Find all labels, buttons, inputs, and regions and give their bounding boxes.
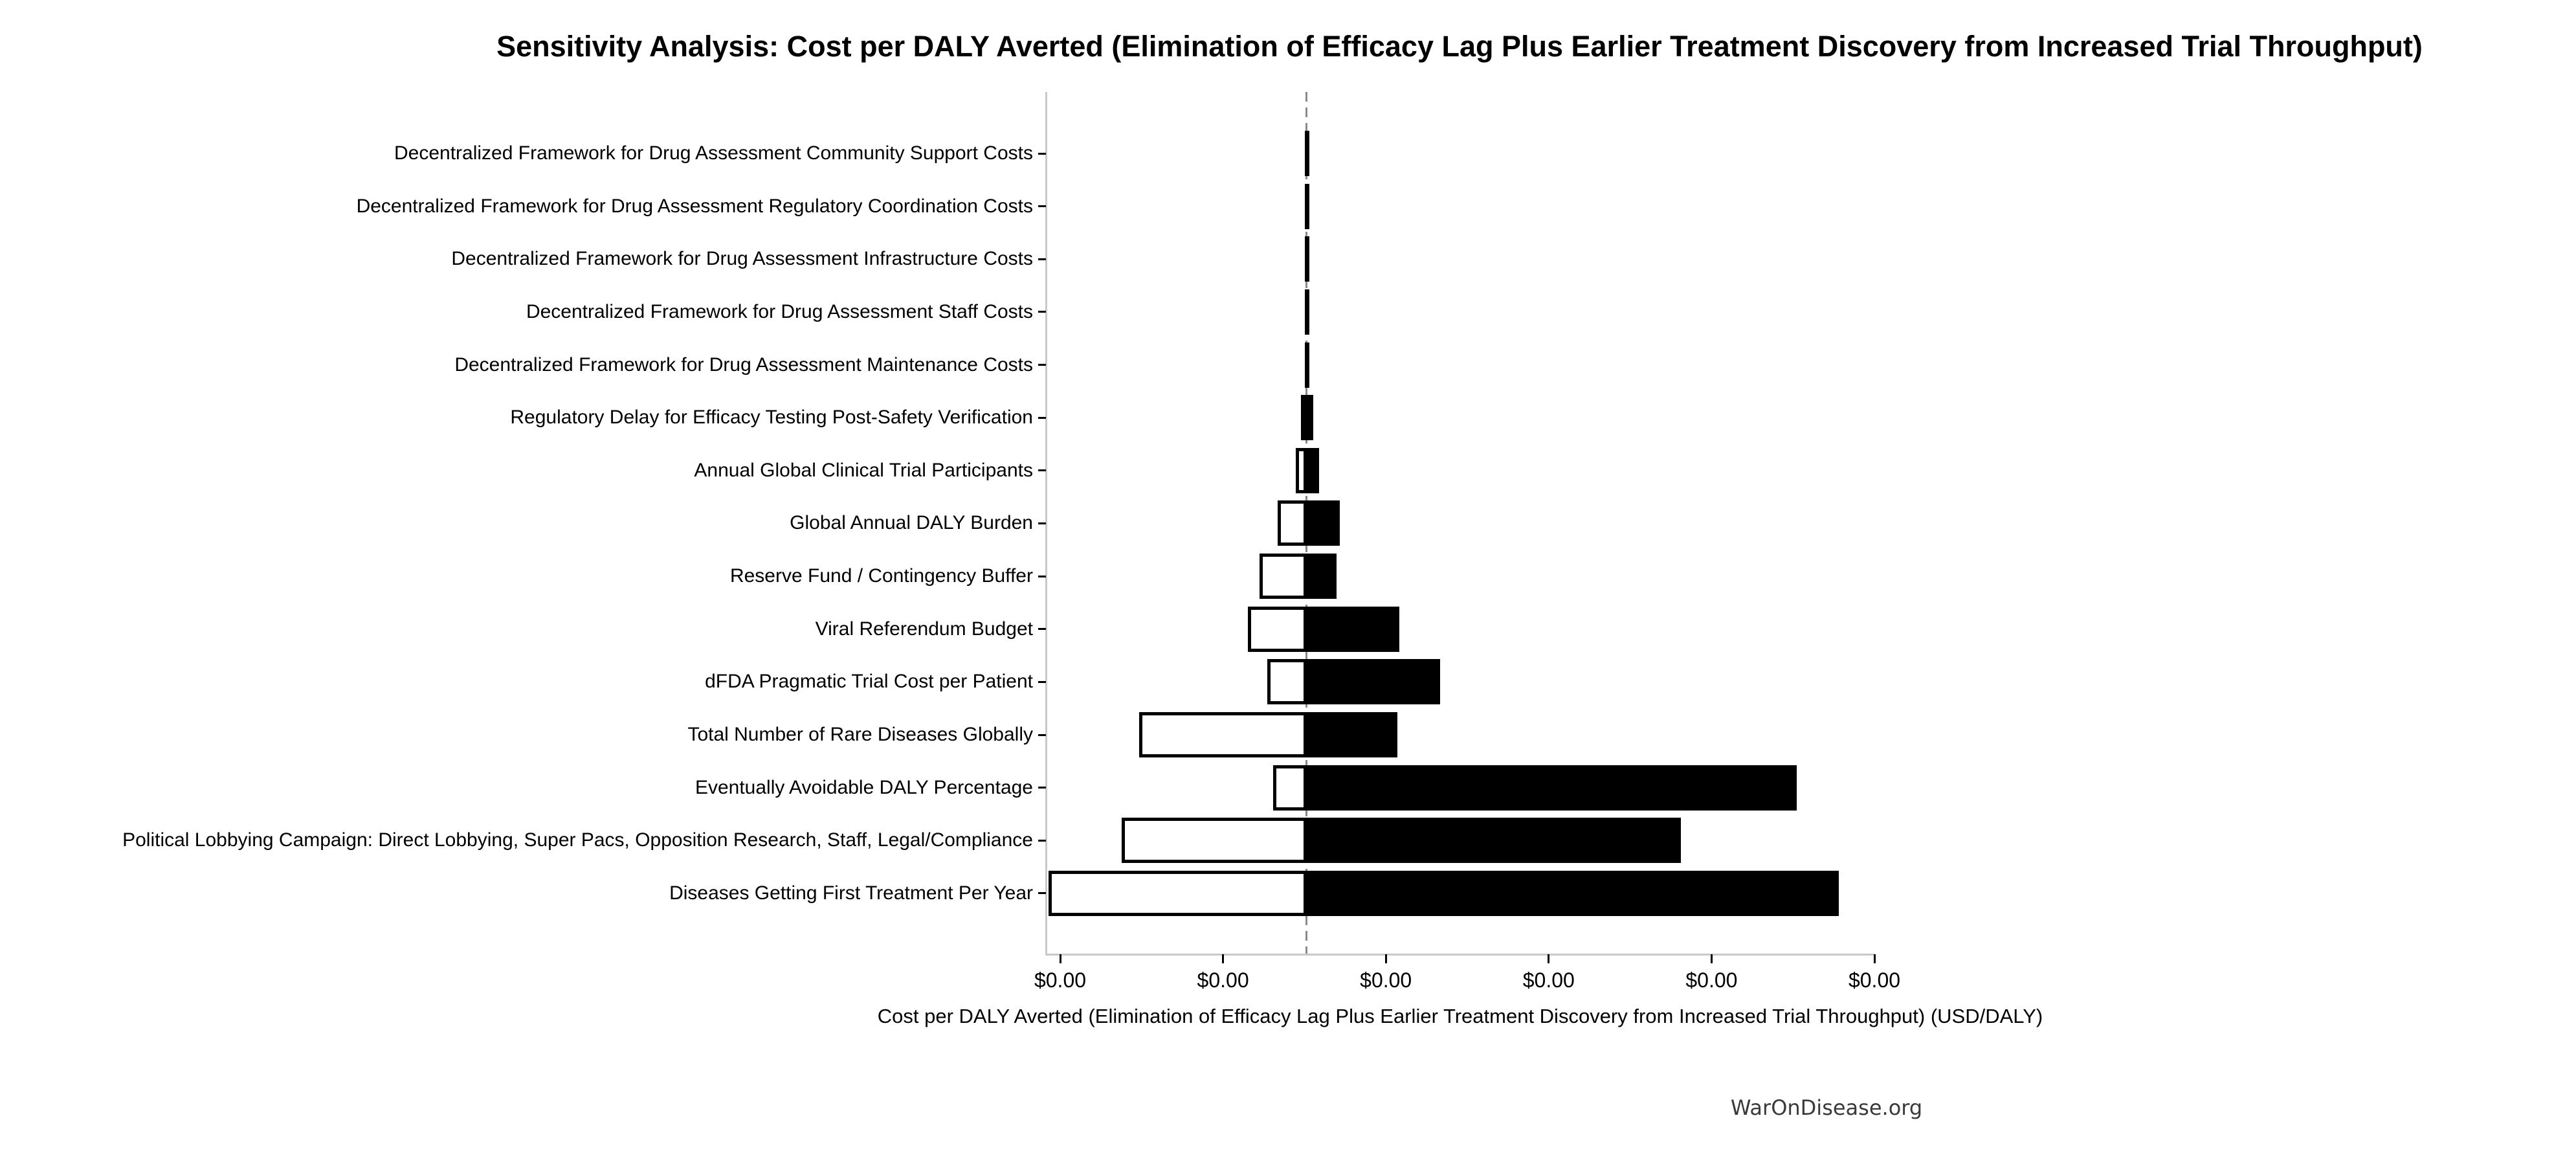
x-tick-label: $0.00: [1522, 968, 1575, 992]
y-tick-mark: [1038, 628, 1046, 631]
x-tick-label: $0.00: [1034, 968, 1087, 992]
y-tick-mark: [1038, 787, 1046, 789]
bar-low: [1049, 870, 1307, 916]
y-tick-mark: [1038, 469, 1046, 472]
bar-high: [1307, 236, 1309, 282]
x-tick-label: $0.00: [1360, 968, 1412, 992]
y-tick-mark: [1038, 364, 1046, 366]
y-tick-label: Reserve Fund / Contingency Buffer: [729, 565, 1033, 587]
y-tick-mark: [1038, 205, 1046, 208]
y-tick-mark: [1038, 680, 1046, 683]
x-tick-label: $0.00: [1848, 968, 1901, 992]
bar-high: [1307, 554, 1337, 599]
y-tick-mark: [1038, 522, 1046, 524]
y-tick-label: Diseases Getting First Treatment Per Yea…: [669, 882, 1033, 904]
bar-high: [1307, 395, 1313, 441]
x-tick-mark: [1384, 954, 1387, 963]
bar-low: [1248, 606, 1307, 652]
bar-low: [1305, 342, 1307, 388]
x-tick-label: $0.00: [1197, 968, 1249, 992]
y-tick-label: Political Lobbying Campaign: Direct Lobb…: [122, 829, 1033, 851]
x-tick-mark: [1222, 954, 1225, 963]
y-tick-label: Decentralized Framework for Drug Assessm…: [454, 353, 1033, 375]
watermark: WarOnDisease.org: [1730, 1095, 1923, 1120]
bar-high: [1307, 289, 1309, 335]
y-tick-label: dFDA Pragmatic Trial Cost per Patient: [705, 671, 1033, 693]
bar-low: [1267, 659, 1307, 705]
bar-low: [1305, 183, 1307, 229]
y-tick-mark: [1038, 416, 1046, 419]
x-tick-mark: [1548, 954, 1550, 963]
bar-low: [1305, 289, 1307, 335]
y-tick-label: Viral Referendum Budget: [815, 618, 1033, 640]
bar-high: [1307, 447, 1319, 493]
bar-low: [1273, 765, 1307, 811]
y-tick-mark: [1038, 839, 1046, 842]
bar-low: [1305, 236, 1307, 282]
y-tick-mark: [1038, 575, 1046, 577]
bar-low: [1122, 818, 1307, 864]
bar-high: [1307, 712, 1397, 758]
bar-high: [1307, 818, 1681, 864]
y-tick-label: Regulatory Delay for Efficacy Testing Po…: [510, 407, 1033, 429]
bar-low: [1139, 712, 1307, 758]
bar-low: [1296, 447, 1307, 493]
x-axis-spine: [1045, 954, 1874, 956]
y-tick-label: Decentralized Framework for Drug Assessm…: [451, 248, 1033, 270]
bar-high: [1307, 870, 1839, 916]
y-tick-label: Decentralized Framework for Drug Assessm…: [526, 300, 1033, 322]
y-tick-label: Total Number of Rare Diseases Globally: [687, 724, 1033, 746]
x-tick-label: $0.00: [1685, 968, 1738, 992]
bar-high: [1307, 500, 1340, 546]
y-axis-spine: [1045, 92, 1047, 954]
bar-low: [1260, 554, 1307, 599]
y-tick-label: Decentralized Framework for Drug Assessm…: [356, 195, 1033, 217]
y-tick-mark: [1038, 152, 1046, 155]
y-tick-label: Global Annual DALY Burden: [790, 512, 1033, 534]
x-tick-mark: [1059, 954, 1061, 963]
x-tick-mark: [1873, 954, 1876, 963]
x-axis-label: Cost per DALY Averted (Elimination of Ef…: [877, 1005, 2043, 1027]
y-tick-label: Decentralized Framework for Drug Assessm…: [394, 142, 1033, 164]
bar-high: [1307, 765, 1797, 811]
bar-low: [1305, 131, 1307, 176]
chart-title: Sensitivity Analysis: Cost per DALY Aver…: [496, 30, 2423, 63]
bar-high: [1307, 606, 1399, 652]
y-tick-mark: [1038, 733, 1046, 736]
y-tick-label: Annual Global Clinical Trial Participant…: [694, 459, 1033, 481]
y-tick-mark: [1038, 258, 1046, 260]
bar-low: [1278, 500, 1307, 546]
bar-high: [1307, 659, 1440, 705]
bar-low: [1301, 395, 1307, 441]
bar-high: [1307, 183, 1309, 229]
bar-high: [1307, 342, 1309, 388]
y-tick-mark: [1038, 311, 1046, 313]
y-tick-label: Eventually Avoidable DALY Percentage: [694, 776, 1033, 798]
y-tick-mark: [1038, 892, 1046, 895]
bar-high: [1307, 131, 1309, 176]
x-tick-mark: [1710, 954, 1713, 963]
